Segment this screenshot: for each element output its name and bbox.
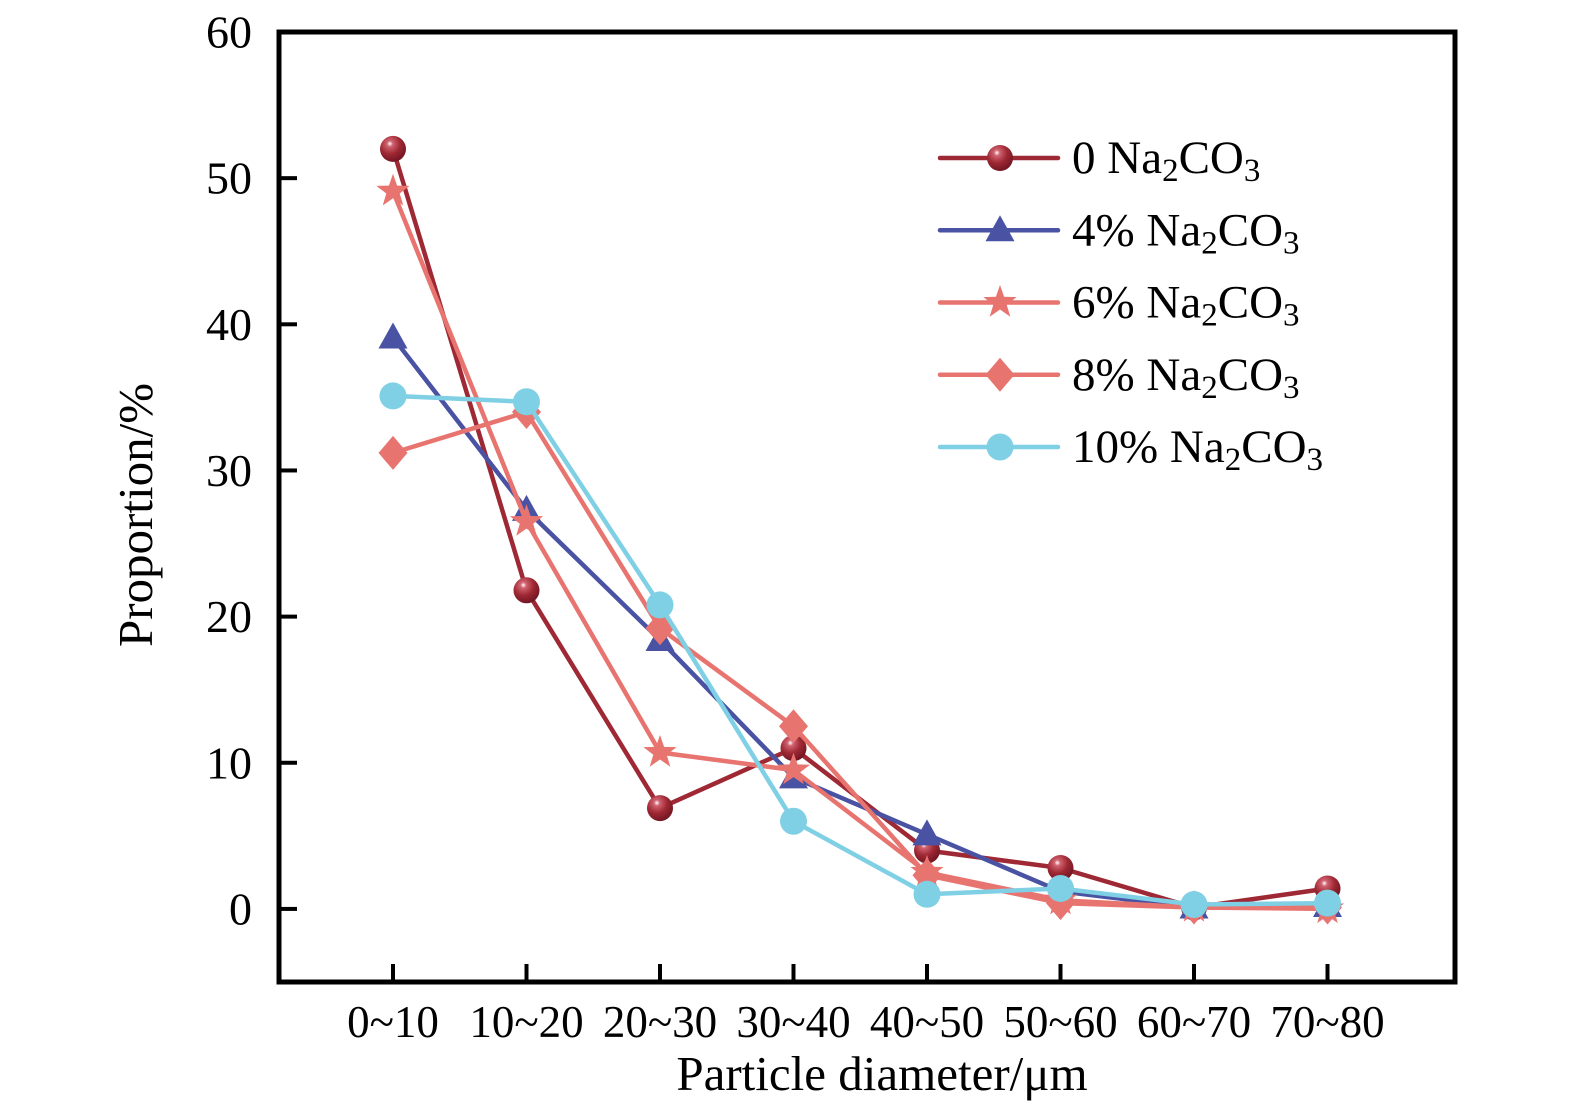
y-tick-label: 50 xyxy=(206,153,252,204)
data-point-marker-sphere xyxy=(647,795,673,822)
legend-label: 8% Na2CO3 xyxy=(1072,349,1300,406)
data-point-marker-diamond xyxy=(985,357,1015,392)
data-point-marker-sphere xyxy=(513,577,540,604)
data-point-marker-sphere xyxy=(380,135,406,162)
plot-frame xyxy=(276,29,1458,985)
x-tick-label: 0~10 xyxy=(347,997,439,1047)
legend-label: 10% Na2CO3 xyxy=(1072,421,1323,478)
y-tick-label: 0 xyxy=(229,883,252,934)
y-tick-label: 20 xyxy=(206,591,252,642)
data-point-marker-circle xyxy=(513,388,540,416)
legend-label: 4% Na2CO3 xyxy=(1072,204,1300,261)
data-point-marker-sphere xyxy=(987,145,1013,171)
y-tick-label: 40 xyxy=(206,299,252,350)
data-point-marker-sphere xyxy=(780,735,807,762)
series-line xyxy=(390,409,1330,910)
legend: 0 Na2CO3 4% Na2CO3 6% Na2CO3 8% Na2CO3 10% N… xyxy=(937,132,1323,478)
data-point-marker-star xyxy=(643,735,677,767)
data-point-marker-circle xyxy=(1180,891,1208,919)
x-axis-title: Particle diameter/μm xyxy=(676,1046,1087,1101)
data-point-marker-triangle xyxy=(912,819,942,846)
series-3 xyxy=(378,395,1342,925)
x-axis: 0~10 10~20 20~30 30~40 40~50 50~60 60~70 70~80 xyxy=(347,964,1385,1047)
data-point-marker-circle xyxy=(913,880,941,908)
data-point-marker-circle xyxy=(1314,889,1341,917)
legend-item: 8% Na2CO3 xyxy=(937,349,1300,406)
data-point-marker-star xyxy=(509,504,544,536)
data-point-marker-diamond xyxy=(378,435,408,470)
legend-label: 6% Na2CO3 xyxy=(1072,277,1300,334)
data-point-marker-triangle xyxy=(378,322,408,349)
y-axis-title: Proportion/% xyxy=(108,383,163,647)
data-point-marker-diamond xyxy=(779,709,808,744)
x-tick-label: 20~30 xyxy=(603,997,717,1047)
legend-label: 0 Na2CO3 xyxy=(1072,132,1260,189)
legend-item: 0 Na2CO3 xyxy=(937,132,1260,189)
y-tick-label: 60 xyxy=(206,7,252,58)
data-point-marker-circle xyxy=(379,382,407,410)
data-point-marker-star xyxy=(776,752,811,785)
x-tick-label: 60~70 xyxy=(1137,997,1251,1047)
data-point-marker-sphere xyxy=(1047,855,1074,881)
data-point-marker-star xyxy=(983,285,1017,317)
x-tick-label: 70~80 xyxy=(1270,997,1384,1047)
x-tick-label: 10~20 xyxy=(469,997,583,1047)
data-point-marker-triangle xyxy=(985,215,1015,242)
x-tick-label: 30~40 xyxy=(736,997,850,1047)
y-tick-label: 10 xyxy=(206,737,252,788)
legend-item: 6% Na2CO3 xyxy=(937,277,1300,334)
data-point-marker-circle xyxy=(1047,874,1074,902)
legend-item: 4% Na2CO3 xyxy=(937,204,1300,261)
y-tick-label: 30 xyxy=(206,445,252,496)
series-4 xyxy=(379,382,1341,919)
y-axis: 0 10 20 30 40 50 60 xyxy=(206,7,297,934)
series-line xyxy=(390,393,1330,907)
legend-item: 10% Na2CO3 xyxy=(937,421,1323,478)
x-tick-label: 40~50 xyxy=(870,997,984,1047)
x-tick-label: 50~60 xyxy=(1003,997,1117,1047)
data-point-marker-circle xyxy=(780,807,807,835)
data-point-marker-circle xyxy=(986,433,1014,461)
data-point-marker-circle xyxy=(646,591,674,619)
data-point-marker-star xyxy=(376,173,410,206)
